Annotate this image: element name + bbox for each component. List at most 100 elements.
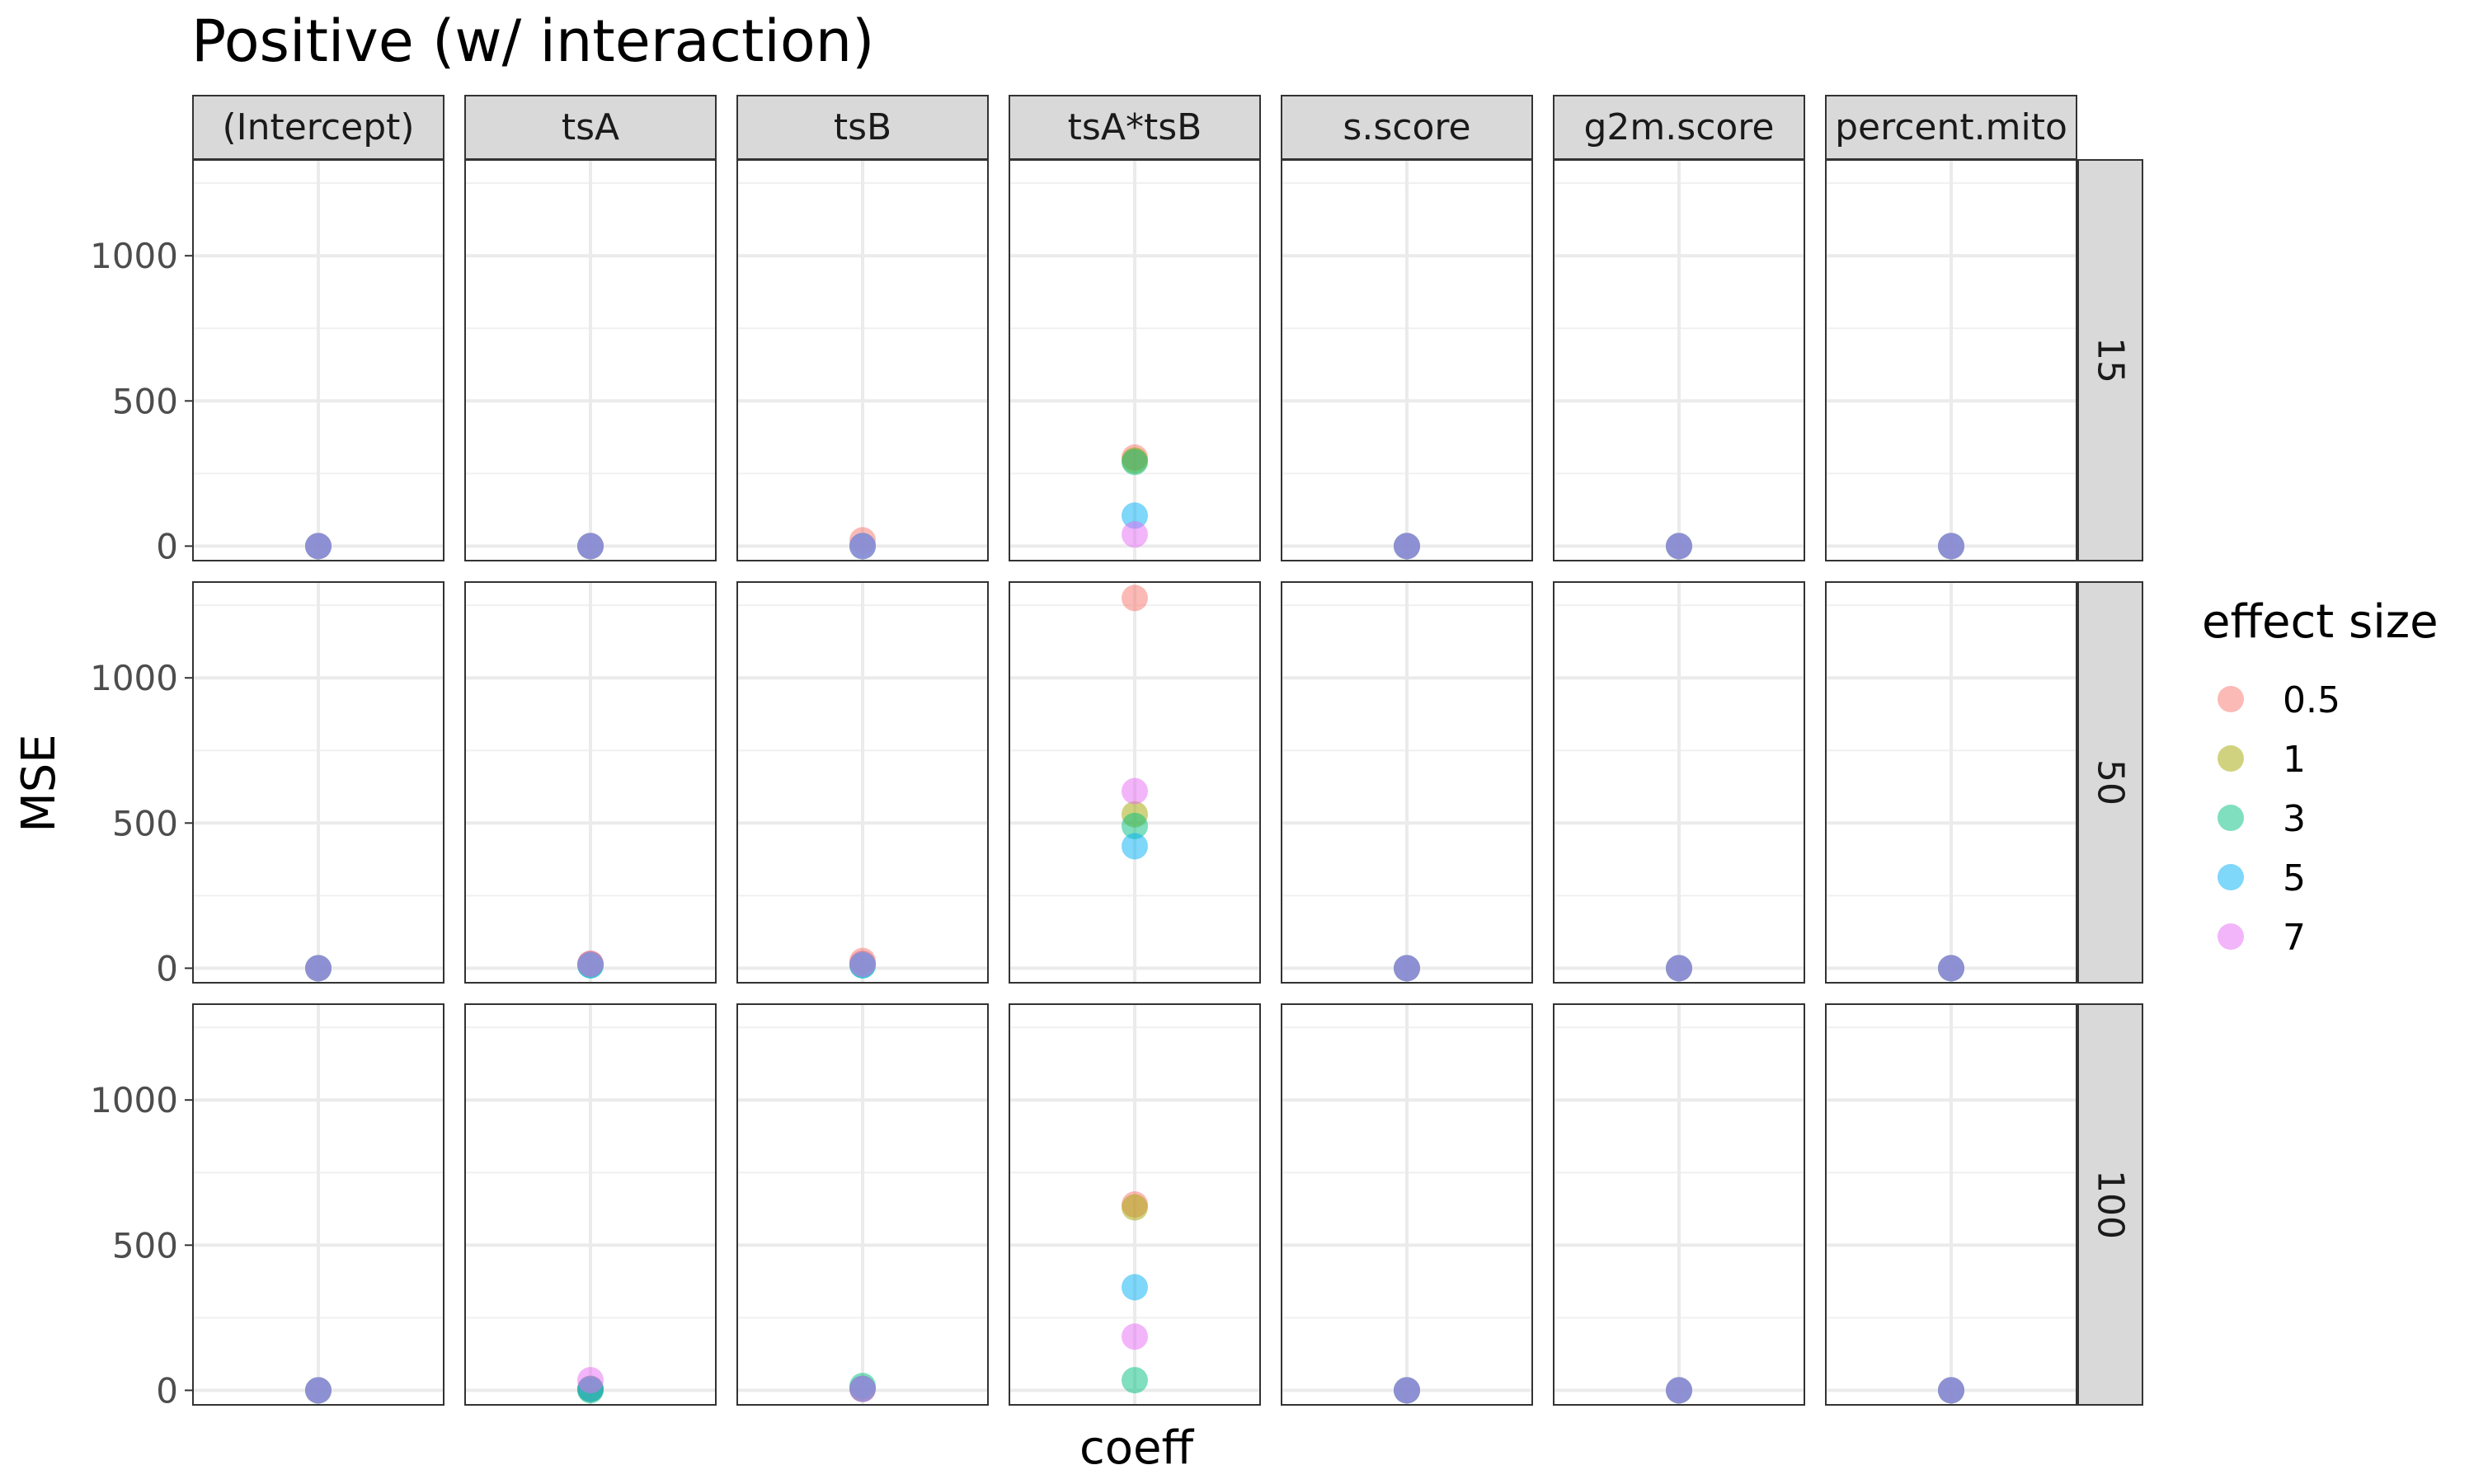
panel-border [464, 581, 717, 984]
facet-label-row: 50 [2090, 759, 2132, 805]
y-tick-label: 500 [112, 381, 178, 421]
facet-panel [1281, 581, 1533, 984]
data-point [1938, 1377, 1964, 1404]
legend-label: 1 [2283, 739, 2306, 781]
facet-panel [192, 159, 444, 561]
facet-panel [464, 1003, 717, 1406]
y-axis-title: MSE [12, 734, 66, 832]
facet-panel [736, 1003, 989, 1406]
data-point [1122, 1367, 1148, 1394]
data-point [1122, 521, 1148, 548]
facet-panel [1281, 159, 1533, 561]
data-point [305, 1377, 332, 1404]
facet-label-column: g2m.score [1584, 106, 1775, 148]
panel-border [1825, 581, 2077, 984]
data-point [1122, 833, 1148, 860]
legend-key [2218, 686, 2244, 712]
panel-border [1009, 1003, 1261, 1406]
facet-strip-column [1825, 95, 2077, 160]
y-tick-label: 0 [156, 526, 178, 566]
data-point [1122, 777, 1148, 805]
panel-border [464, 159, 717, 561]
panel-border [192, 581, 444, 984]
facet-panel [1553, 159, 1805, 561]
data-point [849, 951, 876, 978]
facet-panel [1553, 581, 1805, 984]
data-point [849, 1375, 876, 1402]
facet-panel [736, 159, 989, 561]
data-point [1394, 533, 1420, 560]
legend-label: 0.5 [2283, 679, 2340, 721]
facet-panel [1825, 1003, 2077, 1406]
legend-label: 5 [2283, 857, 2306, 899]
data-point [1394, 955, 1420, 982]
legend-key [2218, 923, 2244, 950]
facet-label-row: 100 [2090, 1170, 2132, 1239]
panel-border [736, 159, 989, 561]
facet-strip-row [2077, 159, 2143, 561]
facet-panel [192, 581, 444, 984]
legend-label: 3 [2283, 798, 2306, 840]
panel-border [736, 1003, 989, 1406]
facet-strip-column [464, 95, 717, 160]
data-point [1122, 502, 1148, 529]
x-axis-title: coeff [1079, 1421, 1195, 1475]
data-point [1122, 1323, 1148, 1350]
data-point [1122, 1194, 1148, 1221]
panel-border [1553, 1003, 1805, 1406]
legend-label: 7 [2283, 917, 2306, 959]
facet-strip-column [736, 95, 989, 160]
facet-label-column: tsA [562, 106, 619, 148]
legend-key [2218, 805, 2244, 831]
panel-border [1281, 581, 1533, 984]
chart-title: Positive (w/ interaction) [191, 7, 874, 75]
data-point [305, 955, 332, 982]
panel-border [192, 1003, 444, 1406]
y-tick-label: 0 [156, 948, 178, 989]
panel-border [1281, 1003, 1533, 1406]
facet-label-column: tsA*tsB [1068, 106, 1202, 148]
data-point [1122, 812, 1148, 839]
facet-panel [192, 1003, 444, 1406]
panel-border [1553, 159, 1805, 561]
data-point [1122, 585, 1148, 612]
panel-border [736, 581, 989, 984]
facet-panels: (Intercept) tsA tsB tsA*tsB s.score g2m.score… [90, 95, 2143, 1411]
data-point [1666, 955, 1692, 982]
facet-panel [1009, 581, 1261, 984]
facet-label-column: tsB [834, 106, 891, 148]
panel-border [1281, 159, 1533, 561]
data-point [1666, 533, 1692, 560]
facet-label-column: (Intercept) [222, 106, 414, 148]
data-point [1122, 448, 1148, 476]
data-point [305, 533, 332, 560]
data-point [1394, 1377, 1420, 1404]
facet-panel [464, 159, 717, 561]
facet-panel [1825, 159, 2077, 561]
facet-label-column: percent.mito [1835, 106, 2067, 148]
data-point [577, 533, 604, 560]
legend-key [2218, 745, 2244, 772]
data-point [577, 1367, 604, 1394]
y-tick-label: 1000 [90, 658, 178, 698]
panel-border [1825, 159, 2077, 561]
facet-panel [1009, 159, 1261, 561]
data-point [1666, 1377, 1692, 1404]
facet-panel [736, 581, 989, 984]
facet-panel [1281, 1003, 1533, 1406]
panel-border [464, 1003, 717, 1406]
facet-strip-row [2077, 1003, 2143, 1406]
y-tick-label: 1000 [90, 1080, 178, 1120]
panel-border [1009, 159, 1261, 561]
data-point [1122, 1274, 1148, 1301]
panel-border [1825, 1003, 2077, 1406]
data-point [849, 533, 876, 560]
facet-strip-column [192, 95, 444, 160]
facet-panel [1553, 1003, 1805, 1406]
y-tick-label: 500 [112, 803, 178, 843]
panel-border [1009, 581, 1261, 984]
panel-border [192, 159, 444, 561]
facet-label-column: s.score [1343, 106, 1470, 148]
legend-title: effect size [2202, 595, 2439, 649]
